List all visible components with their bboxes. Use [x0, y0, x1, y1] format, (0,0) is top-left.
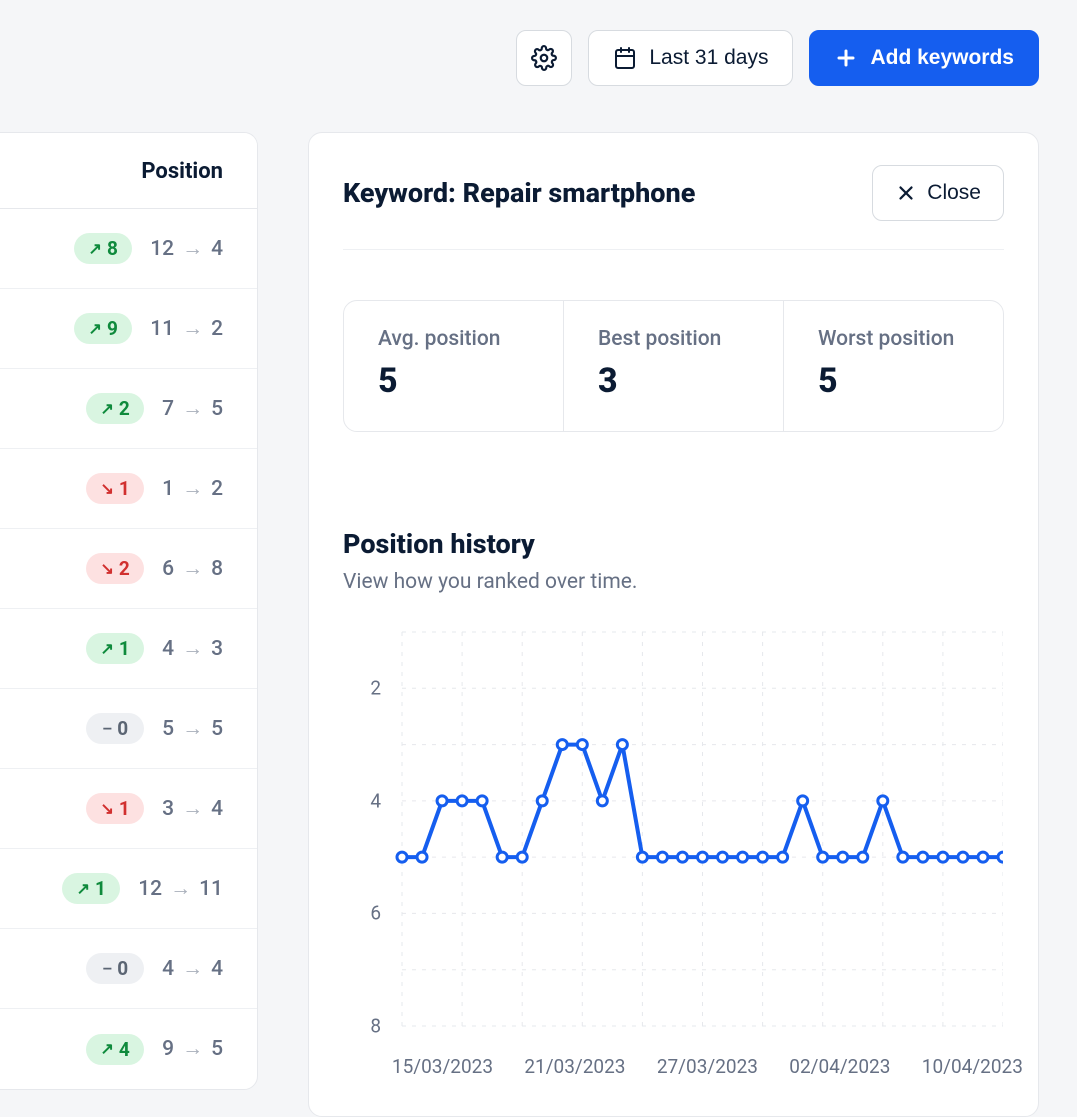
stat-worst-value: 5 — [818, 361, 969, 401]
chart-x-tick: 10/04/2023 — [922, 1055, 1023, 1078]
stat-best-label: Best position — [598, 327, 749, 351]
table-row[interactable]: – 0 4→4 — [0, 929, 257, 1009]
top-toolbar: Last 31 days Add keywords — [516, 30, 1039, 86]
chart-y-tick: 2 — [343, 677, 381, 700]
table-row[interactable]: ↗ 2 7→5 — [0, 369, 257, 449]
close-label: Close — [927, 181, 981, 205]
chart-x-tick: 21/03/2023 — [524, 1055, 625, 1078]
add-keywords-button[interactable]: Add keywords — [809, 30, 1039, 86]
position-range: 11→2 — [150, 317, 223, 341]
chart-x-tick: 15/03/2023 — [392, 1055, 493, 1078]
position-history-chart: 2468 15/03/202321/03/202327/03/202302/04… — [343, 624, 1003, 1064]
position-delta-badge: ↗ 9 — [74, 313, 132, 344]
chart-x-tick: 02/04/2023 — [789, 1055, 890, 1078]
position-delta-badge: – 0 — [86, 953, 144, 984]
position-range: 1→2 — [162, 477, 223, 501]
stat-best: Best position 3 — [564, 301, 784, 431]
table-row[interactable]: ↘ 1 1→2 — [0, 449, 257, 529]
chart-x-tick: 27/03/2023 — [657, 1055, 758, 1078]
table-row[interactable]: ↗ 4 9→5 — [0, 1009, 257, 1089]
settings-button[interactable] — [516, 30, 572, 86]
table-row[interactable]: ↗ 1 12→11 — [0, 849, 257, 929]
close-button[interactable]: Close — [872, 165, 1004, 221]
position-delta-badge: ↗ 1 — [62, 873, 120, 904]
position-delta-badge: ↗ 1 — [86, 633, 144, 664]
stat-avg: Avg. position 5 — [344, 301, 564, 431]
chart-x-labels: 15/03/202321/03/202327/03/202302/04/2023… — [402, 1055, 1033, 1078]
table-row[interactable]: ↘ 2 6→8 — [0, 529, 257, 609]
position-delta-badge: ↘ 2 — [86, 553, 144, 584]
position-delta-badge: ↘ 1 — [86, 793, 144, 824]
position-rows: ↗ 8 12→4 ↗ 9 11→2 ↗ 2 7→5 ↘ 1 1→2 ↘ 2 6→8 ↗ 1 4→3 – … — [0, 209, 257, 1089]
position-list-card: Position ↗ 8 12→4 ↗ 9 11→2 ↗ 2 7→5 ↘ 1 1→2 ↘ 2 6→… — [0, 132, 258, 1090]
table-row[interactable]: ↗ 1 4→3 — [0, 609, 257, 689]
gear-icon — [531, 45, 557, 71]
add-keywords-label: Add keywords — [870, 46, 1014, 70]
stats-row: Avg. position 5 Best position 3 Worst po… — [343, 300, 1004, 432]
keyword-panel: Keyword: Repair smartphone Close Avg. po… — [308, 132, 1039, 1117]
position-delta-badge: ↗ 2 — [86, 393, 144, 424]
plus-icon — [834, 46, 858, 70]
position-range: 6→8 — [162, 557, 223, 581]
position-list-header: Position — [0, 133, 257, 209]
position-range: 9→5 — [162, 1037, 223, 1061]
chart-y-tick: 6 — [343, 902, 381, 925]
close-icon — [895, 182, 917, 204]
stat-worst-label: Worst position — [818, 327, 969, 351]
calendar-icon — [613, 46, 637, 70]
position-range: 4→4 — [162, 957, 223, 981]
history-subtitle: View how you ranked over time. — [343, 570, 1004, 594]
stat-worst: Worst position 5 — [784, 301, 1003, 431]
position-delta-badge: ↘ 1 — [86, 473, 144, 504]
keyword-title: Keyword: Repair smartphone — [343, 177, 695, 209]
position-range: 12→11 — [138, 877, 223, 901]
position-range: 4→3 — [162, 637, 223, 661]
position-delta-badge: – 0 — [86, 713, 144, 744]
position-delta-badge: ↗ 8 — [74, 233, 132, 264]
table-row[interactable]: ↘ 1 3→4 — [0, 769, 257, 849]
position-range: 5→5 — [162, 717, 223, 741]
position-delta-badge: ↗ 4 — [86, 1034, 144, 1065]
table-row[interactable]: ↗ 8 12→4 — [0, 209, 257, 289]
keyword-panel-header: Keyword: Repair smartphone Close — [343, 165, 1004, 250]
table-row[interactable]: – 0 5→5 — [0, 689, 257, 769]
position-range: 7→5 — [162, 397, 223, 421]
chart-y-tick: 8 — [343, 1015, 381, 1038]
date-range-label: Last 31 days — [649, 46, 768, 70]
stat-best-value: 3 — [598, 361, 749, 401]
stat-avg-label: Avg. position — [378, 327, 529, 351]
date-range-button[interactable]: Last 31 days — [588, 30, 793, 86]
chart-y-tick: 4 — [343, 789, 381, 812]
table-row[interactable]: ↗ 9 11→2 — [0, 289, 257, 369]
stat-avg-value: 5 — [378, 361, 529, 401]
position-range: 3→4 — [162, 797, 223, 821]
position-range: 12→4 — [150, 237, 223, 261]
history-title: Position history — [343, 528, 1004, 560]
